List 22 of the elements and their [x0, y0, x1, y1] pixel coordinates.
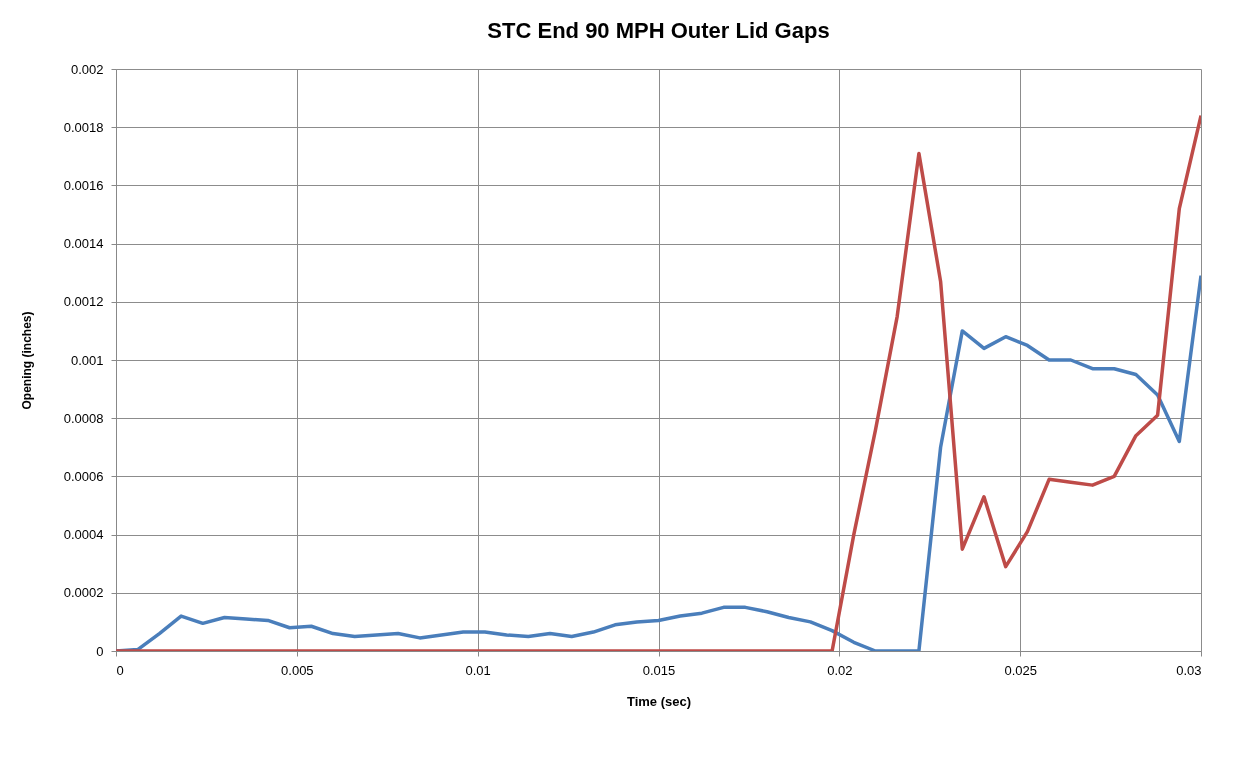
- y-tick-label: 0.0018: [63, 119, 104, 135]
- y-tick-label: 0.0012: [63, 294, 104, 310]
- y-tick-label: 0: [96, 643, 104, 659]
- line-series: [116, 113, 1201, 651]
- x-tick-label: 0.03: [1176, 662, 1202, 678]
- y-tick-label: 0.0002: [63, 585, 104, 601]
- x-tick-label: 0: [116, 662, 124, 678]
- y-tick-label: 0.002: [70, 61, 104, 77]
- x-axis-title: Time (sec): [626, 693, 692, 709]
- x-tick-label: 0.02: [827, 662, 853, 678]
- y-tick-label: 0.0016: [63, 177, 104, 193]
- y-tick-label: 0.001: [70, 352, 104, 368]
- y-tick-label: 0.0006: [63, 468, 104, 484]
- y-tick-label: 0.0014: [63, 236, 104, 252]
- x-tick-label: 0.015: [642, 662, 676, 678]
- x-tick-label: 0.005: [281, 662, 314, 678]
- chart-title: STC End 90 MPH Outer Lid Gaps: [487, 18, 830, 43]
- y-tick-label: 0.0004: [63, 527, 104, 543]
- y-tick-label: 0.0008: [63, 410, 104, 426]
- x-tick-label: 0.01: [465, 662, 491, 678]
- x-tick-label: 0.025: [1004, 662, 1037, 678]
- y-axis-title: Opening (inches): [19, 311, 34, 410]
